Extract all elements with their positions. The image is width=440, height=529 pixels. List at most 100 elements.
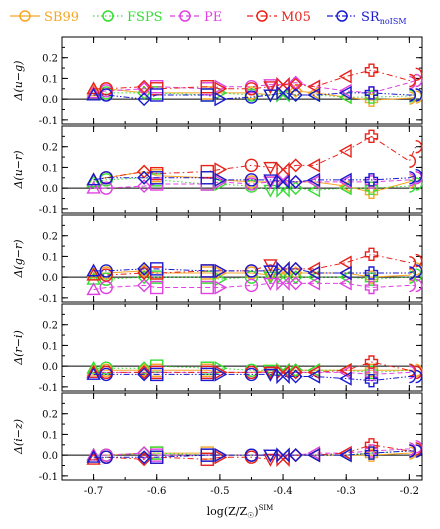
series-line <box>93 268 416 274</box>
point <box>364 355 379 369</box>
point <box>409 278 417 293</box>
point <box>214 280 228 295</box>
y-axis-label: Δ(r−i) <box>12 330 25 366</box>
point <box>276 174 290 190</box>
point <box>214 91 228 107</box>
point <box>86 451 101 465</box>
series <box>86 366 423 388</box>
panels: -0.10.00.10.2Δ(u−g)-0.10.00.10.2Δ(u−r)-0… <box>12 36 423 497</box>
xlabel-sup: SIM <box>259 504 274 512</box>
point <box>415 140 423 154</box>
point <box>137 92 152 107</box>
y-tick-label: 0.2 <box>42 54 58 65</box>
series-line <box>93 92 416 98</box>
point <box>288 276 303 291</box>
point <box>99 88 113 102</box>
point <box>364 266 379 280</box>
legend-item: FSPS <box>93 10 163 25</box>
legend-label-sub: noISM <box>380 17 407 26</box>
point <box>415 177 423 191</box>
point <box>338 85 352 101</box>
panel: -0.1 0.0 0.1 0.2 Δ(r−i) <box>12 303 423 394</box>
point <box>338 143 352 159</box>
legend-item: SRnoISM <box>327 10 407 26</box>
legend-label: SRnoISM <box>361 10 407 26</box>
point <box>244 448 259 462</box>
point <box>200 171 214 185</box>
point <box>86 172 101 186</box>
point <box>307 79 321 94</box>
point <box>288 365 303 380</box>
xlabel-close: ) <box>254 505 258 518</box>
panel: -0.1 0.0 0.1 0.2 Δ(i−z) <box>12 392 423 483</box>
point <box>338 69 352 84</box>
point <box>288 88 303 102</box>
panel-frame <box>61 214 423 303</box>
point <box>263 449 278 463</box>
point <box>137 363 152 378</box>
series-line <box>93 80 416 94</box>
point <box>200 367 214 382</box>
point <box>409 88 417 102</box>
y-tick-label: 0.2 <box>42 410 58 421</box>
point <box>415 67 423 81</box>
panel-frame <box>61 392 423 481</box>
point <box>137 261 152 276</box>
point <box>86 447 101 461</box>
point <box>276 275 290 292</box>
y-tick-label: 0.0 <box>42 95 58 106</box>
point <box>415 169 423 183</box>
point <box>263 271 278 285</box>
point <box>415 264 423 278</box>
series <box>86 63 423 96</box>
point <box>338 265 352 281</box>
point <box>276 172 290 188</box>
point <box>150 280 164 295</box>
point <box>409 73 417 88</box>
panel-frame <box>61 125 423 214</box>
series-line <box>93 282 416 291</box>
point <box>244 278 259 293</box>
legend-label: FSPS <box>127 10 163 25</box>
point <box>137 170 152 185</box>
point <box>415 444 423 458</box>
point <box>415 369 423 384</box>
y-tick-label: 0.2 <box>42 143 58 154</box>
point <box>409 444 417 458</box>
legend: SB99 FSPS PE M05 SRnoISM <box>10 10 407 26</box>
y-tick-label: 0.1 <box>42 430 58 441</box>
point <box>86 282 101 296</box>
point <box>244 264 259 278</box>
point <box>200 88 214 102</box>
point <box>288 83 303 98</box>
point <box>263 453 278 467</box>
point <box>276 368 290 385</box>
point <box>276 261 290 277</box>
point <box>137 365 152 380</box>
point <box>86 85 101 99</box>
point <box>99 268 113 282</box>
y-tick-label: -0.1 <box>39 294 58 305</box>
y-tick-label: -0.1 <box>39 116 58 127</box>
point <box>415 278 423 293</box>
series-line <box>93 253 416 276</box>
legend-marker <box>19 10 31 22</box>
point <box>137 179 152 194</box>
point <box>263 81 278 95</box>
x-tick-label: -0.4 <box>273 486 292 497</box>
x-tick-label: -0.2 <box>400 486 419 497</box>
point <box>364 247 379 262</box>
point <box>150 262 164 276</box>
point <box>244 177 259 191</box>
point <box>288 77 303 92</box>
point <box>288 158 303 173</box>
y-tick-label: -0.1 <box>39 472 58 483</box>
y-tick-label: 0.0 <box>42 184 58 195</box>
point <box>263 79 278 93</box>
point <box>86 267 101 281</box>
point <box>86 362 101 376</box>
legend-item: M05 <box>247 10 311 25</box>
x-tick-label: -0.5 <box>210 486 229 497</box>
y-tick-label: 0.0 <box>42 273 58 284</box>
